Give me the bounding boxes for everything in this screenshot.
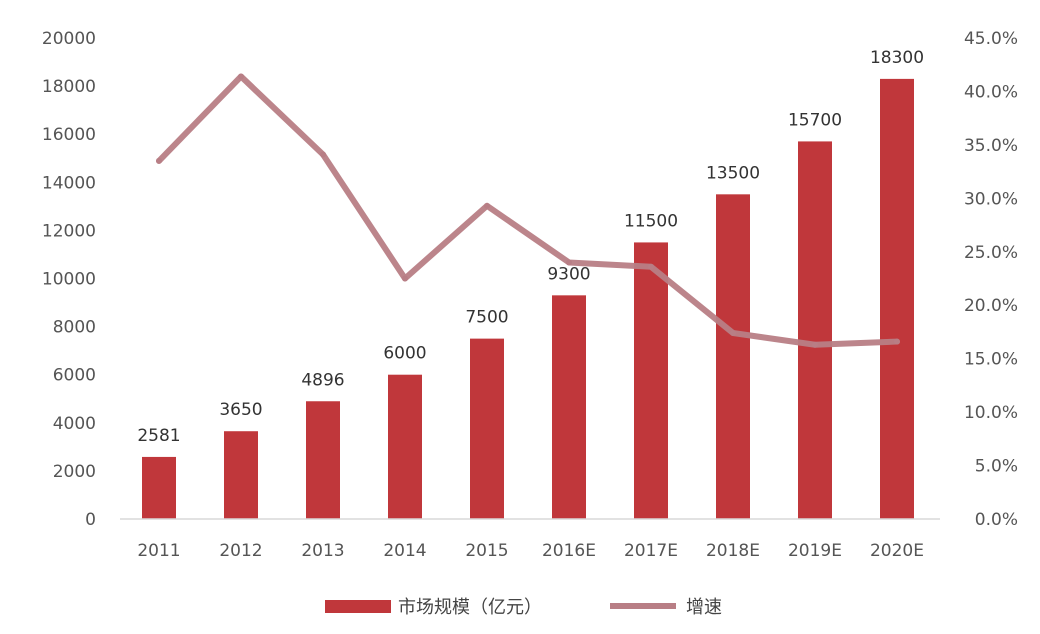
right-axis-tick-label: 25.0%: [964, 243, 1018, 263]
bar-data-label: 7500: [465, 308, 508, 328]
right-axis: 0.0% 5.0% 10.0% 15.0% 20.0% 25.0% 30.0% 35.0% 40…: [964, 29, 1018, 530]
bar: [880, 78, 914, 519]
right-axis-tick-label: 10.0%: [964, 403, 1018, 423]
left-axis-tick-label: 0: [85, 510, 96, 530]
right-axis-tick-label: 40.0%: [964, 82, 1018, 102]
right-axis-tick-label: 30.0%: [964, 189, 1018, 209]
bar: [552, 295, 586, 519]
bar: [634, 242, 668, 520]
growth-point: [238, 73, 244, 80]
x-axis-tick-label: 2014: [383, 541, 426, 561]
growth-point: [894, 338, 900, 345]
bar-data-label: 2581: [137, 426, 180, 446]
x-axis-tick-label: 2012: [219, 541, 262, 561]
left-axis-tick-label: 10000: [42, 270, 96, 290]
growth-point: [730, 330, 736, 337]
right-axis-tick-label: 5.0%: [975, 457, 1018, 477]
bar-data-label: 4896: [301, 370, 344, 390]
growth-point: [320, 151, 326, 158]
left-axis-tick-label: 4000: [53, 414, 96, 434]
left-axis-tick-label: 6000: [53, 366, 96, 386]
growth-point: [812, 341, 818, 348]
left-axis-tick-label: 8000: [53, 318, 96, 338]
growth-point: [648, 263, 654, 270]
x-axis-tick-label: 2013: [301, 541, 344, 561]
left-axis-tick-label: 18000: [42, 77, 96, 97]
left-axis-tick-label: 14000: [42, 173, 96, 193]
left-axis: 0 2000 4000 6000 8000 10000 12000 14000 16000 180…: [42, 29, 96, 530]
left-axis-tick-label: 16000: [42, 125, 96, 145]
bar-data-label: 6000: [383, 344, 426, 364]
bar-data-label: 13500: [706, 163, 760, 183]
bar: [224, 431, 258, 519]
x-axis-tick-label: 2020E: [870, 541, 924, 561]
x-axis-tick-label: 2018E: [706, 541, 760, 561]
left-axis-tick-label: 2000: [53, 462, 96, 482]
bar-data-label: 3650: [219, 400, 262, 420]
growth-point: [566, 259, 572, 266]
legend: 市场规模（亿元） 增速: [325, 597, 722, 618]
bar: [798, 141, 832, 520]
bar-data-labels: 2581 3650 4896 6000 7500 9300 11500 13500 15700 1…: [137, 48, 924, 446]
x-axis-tick-label: 2019E: [788, 541, 842, 561]
bar-data-label: 15700: [788, 110, 842, 130]
right-axis-tick-label: 0.0%: [975, 510, 1018, 530]
bar-data-label: 9300: [547, 264, 590, 284]
left-axis-tick-label: 12000: [42, 221, 96, 241]
right-axis-tick-label: 45.0%: [964, 29, 1018, 49]
legend-line-label: 增速: [686, 597, 722, 618]
right-axis-tick-label: 20.0%: [964, 296, 1018, 316]
bar: [716, 194, 750, 519]
right-axis-tick-label: 15.0%: [964, 350, 1018, 370]
bar: [388, 374, 422, 519]
legend-bar-swatch: [325, 600, 391, 613]
growth-point: [484, 202, 490, 209]
bar-data-label: 18300: [870, 48, 924, 68]
growth-point: [156, 157, 162, 164]
legend-bar-label: 市场规模（亿元）: [398, 597, 542, 618]
x-axis-tick-label: 2011: [137, 541, 180, 561]
bar: [470, 338, 504, 519]
x-axis-tick-label: 2016E: [542, 541, 596, 561]
x-axis-tick-label: 2017E: [624, 541, 678, 561]
bar: [306, 401, 340, 519]
x-axis-tick-label: 2015: [465, 541, 508, 561]
line-series: [156, 73, 900, 348]
bar-data-label: 11500: [624, 211, 678, 231]
growth-line: [156, 73, 900, 348]
x-axis: 2011 2012 2013 2014 2015 2016E 2017E 2018E 2019E…: [120, 518, 940, 561]
growth-point: [402, 275, 408, 282]
right-axis-tick-label: 35.0%: [964, 136, 1018, 156]
bar-series: [142, 78, 914, 520]
left-axis-tick-label: 20000: [42, 29, 96, 49]
bar: [142, 456, 176, 519]
